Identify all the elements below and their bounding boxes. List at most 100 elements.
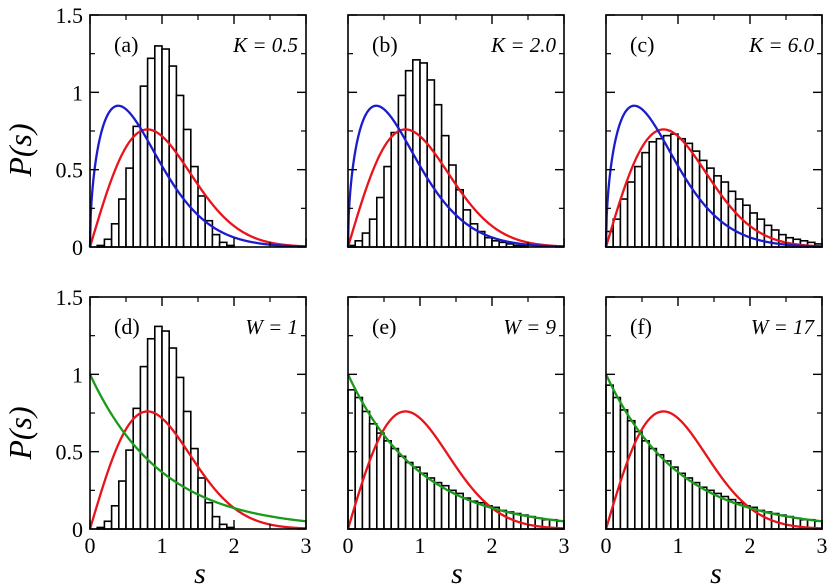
histogram-bar xyxy=(641,151,650,248)
y-tick-label: 1 xyxy=(72,80,83,105)
histogram-bar xyxy=(154,45,163,248)
histogram-bar xyxy=(368,218,378,248)
y-tick-label: 0.5 xyxy=(56,158,84,183)
histogram-bar xyxy=(383,440,392,530)
histogram-bar xyxy=(669,133,679,248)
y-tick-label: 1.5 xyxy=(56,285,84,310)
x-axis-label-col1: s xyxy=(194,557,206,585)
histogram-bar xyxy=(132,407,142,530)
histogram-bar xyxy=(375,432,385,530)
histogram-bar xyxy=(691,481,701,530)
histogram-bar xyxy=(368,423,378,530)
histogram-bar xyxy=(404,69,414,248)
histogram-bar xyxy=(440,134,450,248)
x-tick-label: 2 xyxy=(745,533,756,558)
x-tick-label: 0 xyxy=(85,533,96,558)
histogram-bar xyxy=(633,165,643,248)
histogram-bar xyxy=(483,236,493,248)
histogram-bar xyxy=(677,472,686,530)
panel-parameter: W = 17 xyxy=(751,315,816,339)
histogram-bar xyxy=(684,142,694,248)
x-tick-label: 2 xyxy=(487,533,498,558)
panel-f: 0 1 2 3 (f) W = 17 xyxy=(601,296,828,558)
histogram-bar xyxy=(118,480,127,530)
histogram-bar xyxy=(411,466,421,530)
x-tick-label: 3 xyxy=(301,533,312,558)
y-tick-label: 0 xyxy=(72,517,83,542)
histogram-bar xyxy=(154,325,163,530)
histogram-bar xyxy=(419,62,428,248)
histogram-bar xyxy=(612,396,622,530)
histogram-bar xyxy=(462,209,472,248)
histogram-bar xyxy=(720,181,730,248)
panel-e: 0 1 2 3 (e) W = 9 xyxy=(343,296,570,558)
x-tick-label: 1 xyxy=(415,533,426,558)
poisson-curve xyxy=(604,373,823,523)
panel-label: (d) xyxy=(114,314,140,339)
histogram-bar xyxy=(705,489,715,530)
histogram-bar xyxy=(713,492,722,530)
panel-c: (c) K = 6.0 xyxy=(604,14,823,248)
panel-a: 0 0.5 1 1.5 (a) K = 0.5 xyxy=(56,3,307,260)
poisson-curve xyxy=(88,373,307,523)
histogram-bar xyxy=(397,94,407,248)
panel-parameter: K = 2.0 xyxy=(490,33,556,57)
panel-parameter: K = 6.0 xyxy=(748,33,814,57)
histogram-bar xyxy=(404,461,414,530)
histogram-bar xyxy=(146,337,156,530)
x-tick-label: 3 xyxy=(817,533,828,558)
panel-d: 0 1 2 3 0 0.5 1 1.5 (d) W = 1 xyxy=(56,285,312,558)
histogram-bar xyxy=(125,167,134,248)
panel-parameter: W = 9 xyxy=(503,315,556,339)
histogram-bar xyxy=(419,472,428,530)
y-axis-label-top: P(s) xyxy=(2,123,38,177)
panel-label: (f) xyxy=(630,314,652,339)
histogram-bar xyxy=(727,190,737,248)
histogram-bar xyxy=(211,233,221,248)
y-tick-label: 1.5 xyxy=(56,3,84,28)
x-tick-label: 2 xyxy=(229,533,240,558)
histogram-bar xyxy=(125,449,134,530)
histogram-bar xyxy=(161,330,170,530)
poisson-curve xyxy=(346,373,565,523)
histogram-bar xyxy=(655,453,665,530)
histogram-bar xyxy=(390,447,400,530)
histogram-bar xyxy=(182,410,192,530)
histogram-bar xyxy=(626,419,636,530)
histogram-bar xyxy=(390,131,400,248)
histogram-bar xyxy=(361,232,371,248)
histogram-bar xyxy=(433,103,443,248)
x-tick-label: 3 xyxy=(559,533,570,558)
histogram-bar xyxy=(118,198,127,248)
y-axis-label-bottom: P(s) xyxy=(2,406,38,460)
panel-parameter: K = 0.5 xyxy=(232,33,298,57)
histogram-bar xyxy=(741,504,751,530)
histogram-bar xyxy=(375,196,385,248)
x-tick-label: 0 xyxy=(601,533,612,558)
panel-label: (a) xyxy=(114,32,138,57)
histogram-bar xyxy=(734,198,744,248)
histogram-bar xyxy=(626,181,636,248)
y-tick-label: 0 xyxy=(72,235,83,260)
histogram-bar xyxy=(132,125,142,248)
panel-label: (b) xyxy=(372,32,398,57)
histogram-bar xyxy=(612,218,622,248)
histogram-bar xyxy=(103,238,113,248)
x-axis-label-col3: s xyxy=(710,557,722,585)
histogram-bar xyxy=(161,48,170,248)
histogram-bar xyxy=(397,455,407,530)
x-tick-label: 1 xyxy=(673,533,684,558)
x-tick-label: 1 xyxy=(157,533,168,558)
histogram-bar xyxy=(211,515,221,530)
histogram-bar xyxy=(684,477,694,530)
histogram-bar xyxy=(197,477,206,530)
histogram-bar xyxy=(103,520,113,530)
histogram-bar xyxy=(455,492,464,530)
histogram-bar xyxy=(175,94,185,248)
histogram-bar xyxy=(426,477,436,530)
histogram-bar xyxy=(698,486,708,530)
y-tick-label: 1 xyxy=(72,362,83,387)
histogram-bar xyxy=(139,365,149,530)
panel-label: (c) xyxy=(630,32,654,57)
histogram-bar xyxy=(354,240,364,248)
